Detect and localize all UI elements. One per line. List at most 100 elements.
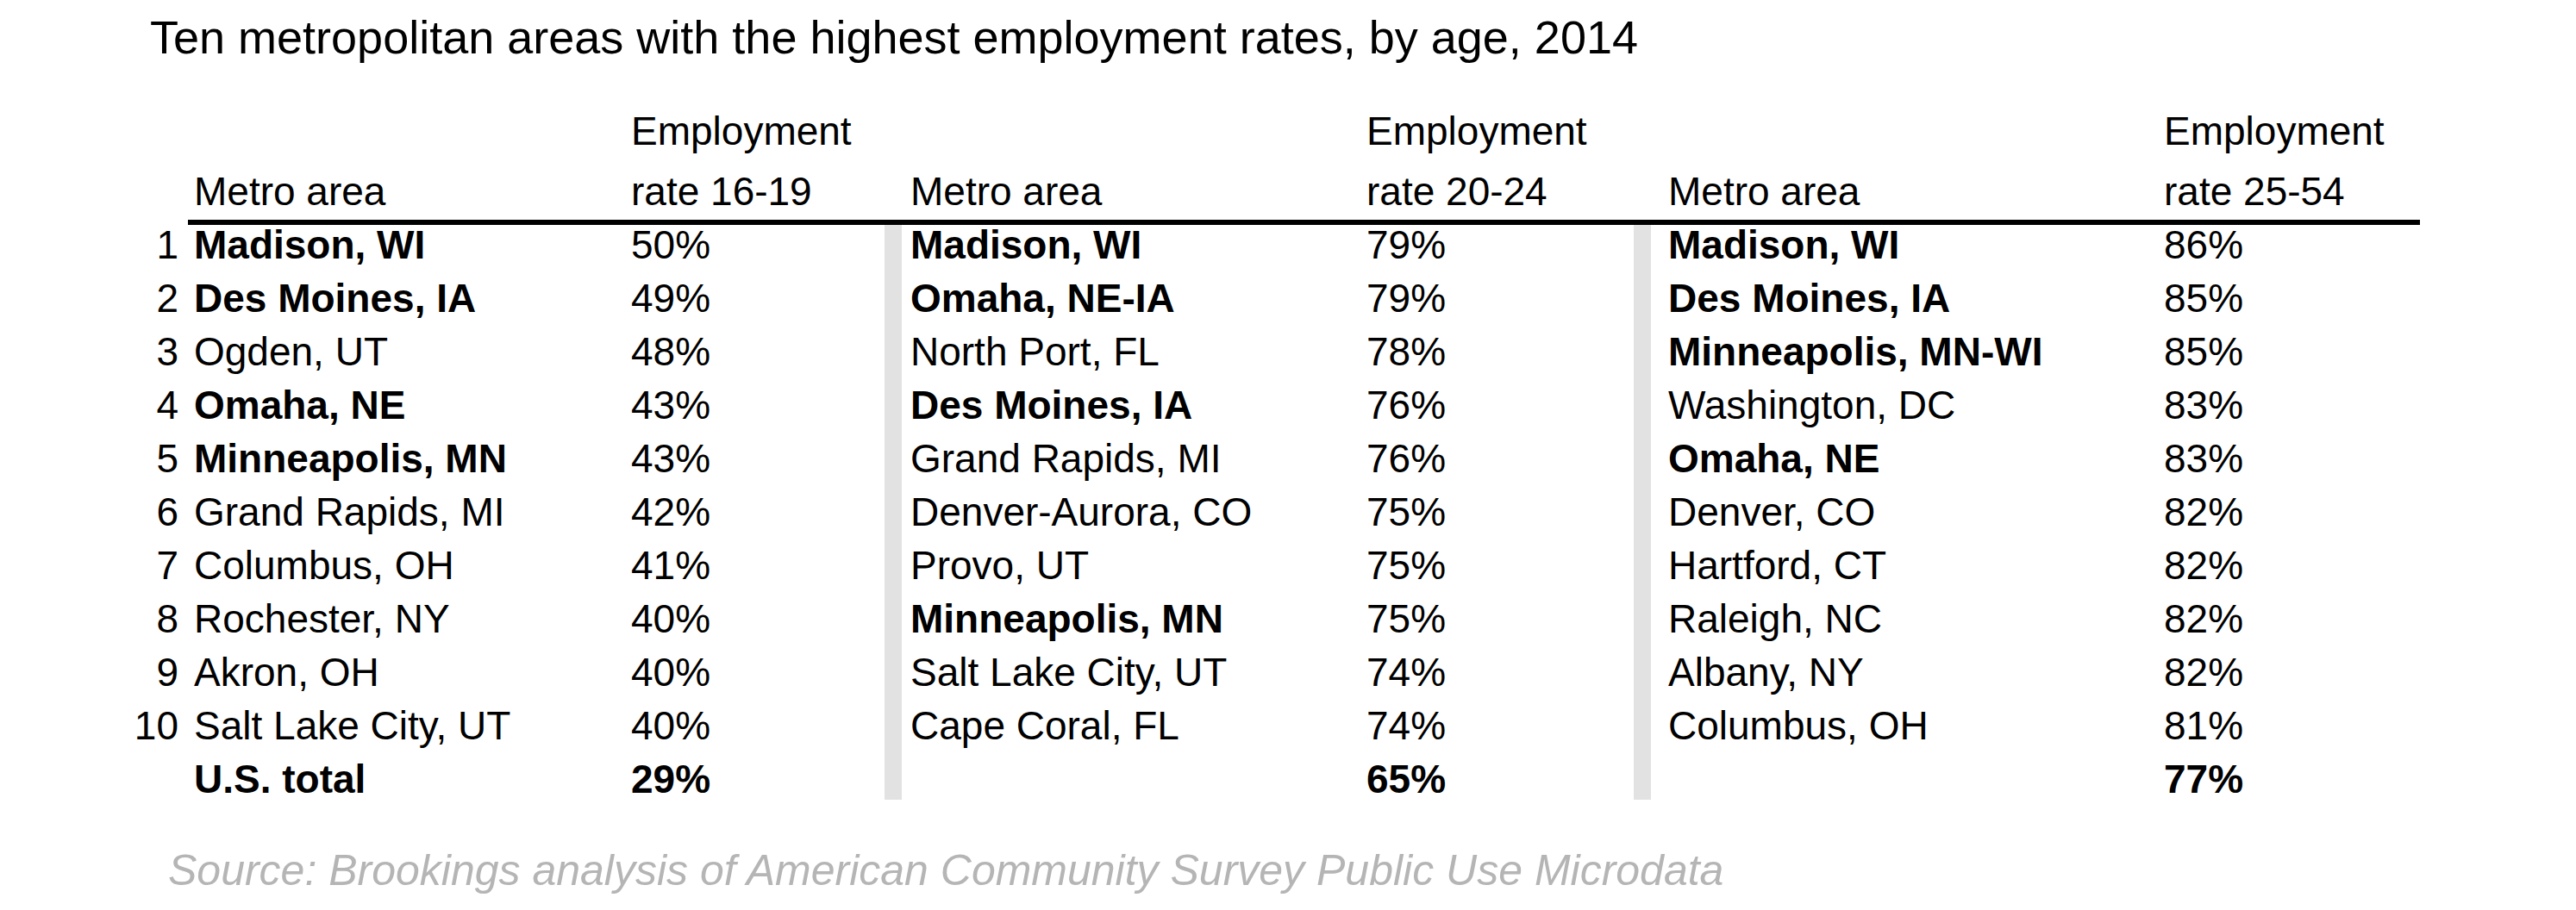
group2-metro-column: Madison, WI Omaha, NE-IA North Port, FL … (910, 218, 1252, 806)
rate-cell: 82% (2164, 592, 2243, 645)
rate-cell: 83% (2164, 378, 2243, 432)
rate-cell: 75% (1366, 592, 1446, 645)
rate-cell: 85% (2164, 325, 2243, 378)
rate-header-25-54: Employment rate 25-54 (2164, 101, 2385, 221)
metro-cell: Akron, OH (194, 645, 510, 699)
header-rule (188, 220, 2420, 225)
rate-header-20-24: Employment rate 20-24 (1366, 101, 1587, 221)
metro-cell: Des Moines, IA (1668, 271, 2042, 325)
rate-header-line1: Employment (1366, 101, 1587, 161)
metro-cell: Salt Lake City, UT (910, 645, 1252, 699)
rate-cell: 83% (2164, 432, 2243, 485)
metro-cell: Raleigh, NC (1668, 592, 2042, 645)
figure-canvas: Ten metropolitan areas with the highest … (0, 0, 2576, 910)
metro-cell: Provo, UT (910, 539, 1252, 592)
metro-cell: Hartford, CT (1668, 539, 2042, 592)
metro-cell: Columbus, OH (1668, 699, 2042, 752)
metro-cell: Omaha, NE (1668, 432, 2042, 485)
us-total-rate: 77% (2164, 752, 2243, 806)
rate-cell: 82% (2164, 645, 2243, 699)
metro-cell: Albany, NY (1668, 645, 2042, 699)
rank-label: 6 (112, 485, 178, 539)
rate-cell: 81% (2164, 699, 2243, 752)
source-note: Source: Brookings analysis of American C… (168, 845, 1723, 895)
metro-cell: Ogden, UT (194, 325, 510, 378)
metro-cell: Omaha, NE-IA (910, 271, 1252, 325)
rate-cell: 43% (631, 378, 710, 432)
group1-metro-column: Madison, WI Des Moines, IA Ogden, UT Oma… (194, 218, 510, 806)
rate-cell: 50% (631, 218, 710, 271)
rate-cell: 86% (2164, 218, 2243, 271)
us-total-label (910, 752, 1252, 806)
metro-cell: Des Moines, IA (194, 271, 510, 325)
rate-cell: 85% (2164, 271, 2243, 325)
metro-cell: Denver-Aurora, CO (910, 485, 1252, 539)
group3-rate-column: 86% 85% 85% 83% 83% 82% 82% 82% 82% 81% … (2164, 218, 2243, 806)
rate-cell: 40% (631, 592, 710, 645)
metro-cell: North Port, FL (910, 325, 1252, 378)
metro-cell: Minneapolis, MN (194, 432, 510, 485)
metro-area-header-2: Metro area (910, 165, 1102, 218)
rate-cell: 82% (2164, 539, 2243, 592)
rate-cell: 76% (1366, 378, 1446, 432)
metro-cell: Columbus, OH (194, 539, 510, 592)
metro-cell: Cape Coral, FL (910, 699, 1252, 752)
rank-label: 10 (112, 699, 178, 752)
rank-label: 2 (112, 271, 178, 325)
metro-area-header-3: Metro area (1668, 165, 1860, 218)
rank-label: 9 (112, 645, 178, 699)
rank-label: 3 (112, 325, 178, 378)
rank-label: 1 (112, 218, 178, 271)
group1-rate-column: 50% 49% 48% 43% 43% 42% 41% 40% 40% 40% … (631, 218, 710, 806)
rate-cell: 42% (631, 485, 710, 539)
rate-header-16-19: Employment rate 16-19 (631, 101, 852, 221)
rate-cell: 78% (1366, 325, 1446, 378)
rate-header-line2: rate 20-24 (1366, 161, 1587, 221)
rate-cell: 40% (631, 699, 710, 752)
metro-cell: Des Moines, IA (910, 378, 1252, 432)
rate-cell: 41% (631, 539, 710, 592)
metro-cell: Madison, WI (910, 218, 1252, 271)
rank-column: 1 2 3 4 5 6 7 8 9 10 (112, 218, 178, 752)
metro-cell: Salt Lake City, UT (194, 699, 510, 752)
rank-label: 7 (112, 539, 178, 592)
metro-cell: Grand Rapids, MI (194, 485, 510, 539)
metro-cell: Grand Rapids, MI (910, 432, 1252, 485)
metro-cell: Madison, WI (194, 218, 510, 271)
group-separator-2 (1634, 225, 1651, 800)
group3-metro-column: Madison, WI Des Moines, IA Minneapolis, … (1668, 218, 2042, 806)
rank-label: 8 (112, 592, 178, 645)
rate-cell: 74% (1366, 699, 1446, 752)
rate-cell: 75% (1366, 539, 1446, 592)
metro-cell: Washington, DC (1668, 378, 2042, 432)
metro-cell: Denver, CO (1668, 485, 2042, 539)
rate-cell: 43% (631, 432, 710, 485)
rate-header-line1: Employment (631, 101, 852, 161)
rate-header-line2: rate 25-54 (2164, 161, 2385, 221)
rank-label: 5 (112, 432, 178, 485)
rate-cell: 79% (1366, 218, 1446, 271)
rate-header-line1: Employment (2164, 101, 2385, 161)
rate-cell: 75% (1366, 485, 1446, 539)
rate-cell: 79% (1366, 271, 1446, 325)
metro-cell: Omaha, NE (194, 378, 510, 432)
metro-cell: Minneapolis, MN (910, 592, 1252, 645)
rate-cell: 48% (631, 325, 710, 378)
rate-cell: 40% (631, 645, 710, 699)
figure-title: Ten metropolitan areas with the highest … (150, 9, 1638, 65)
us-total-rate: 65% (1366, 752, 1446, 806)
rate-cell: 74% (1366, 645, 1446, 699)
us-total-label: U.S. total (194, 752, 510, 806)
rate-cell: 49% (631, 271, 710, 325)
us-total-rate: 29% (631, 752, 710, 806)
rank-label: 4 (112, 378, 178, 432)
group2-rate-column: 79% 79% 78% 76% 76% 75% 75% 75% 74% 74% … (1366, 218, 1446, 806)
metro-cell: Rochester, NY (194, 592, 510, 645)
metro-cell: Minneapolis, MN-WI (1668, 325, 2042, 378)
group-separator-1 (885, 225, 902, 800)
rate-cell: 76% (1366, 432, 1446, 485)
us-total-label (1668, 752, 2042, 806)
rate-header-line2: rate 16-19 (631, 161, 852, 221)
metro-area-header-1: Metro area (194, 165, 385, 218)
rate-cell: 82% (2164, 485, 2243, 539)
